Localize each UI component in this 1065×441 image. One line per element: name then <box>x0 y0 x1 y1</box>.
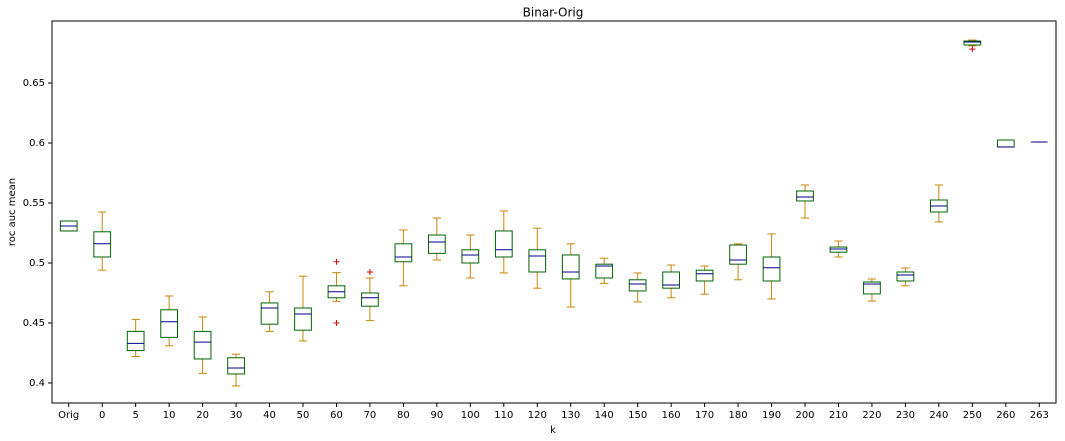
plot-frame <box>51 20 1057 404</box>
box <box>461 249 480 264</box>
box <box>729 244 747 265</box>
x-tick-label: 240 <box>929 410 948 421</box>
y-tick-label: 0.4 <box>29 378 45 389</box>
outlier <box>366 268 373 275</box>
x-tick-label: 70 <box>364 410 377 421</box>
box <box>829 246 848 253</box>
box <box>896 271 915 282</box>
box <box>494 230 513 258</box>
x-tick-label: 120 <box>528 410 547 421</box>
box <box>796 190 814 202</box>
box <box>193 330 212 360</box>
x-tick-label: 190 <box>762 410 781 421</box>
x-tick-label: Orig <box>58 410 79 421</box>
x-axis-label: k <box>550 425 556 436</box>
y-tick-label: 0.6 <box>29 138 45 149</box>
x-tick-label: 60 <box>330 410 343 421</box>
box <box>428 234 446 254</box>
box <box>126 330 145 352</box>
x-tick-label: 250 <box>963 410 982 421</box>
x-tick-label: 30 <box>230 410 243 421</box>
x-tick-label: 110 <box>494 410 513 421</box>
x-tick-label: 20 <box>196 410 209 421</box>
x-tick-label: 0 <box>99 410 105 421</box>
box <box>863 281 881 295</box>
x-tick-label: 90 <box>430 410 443 421</box>
x-tick-label: 260 <box>996 410 1015 421</box>
box <box>662 271 680 289</box>
box <box>628 279 647 292</box>
box <box>93 231 112 258</box>
x-tick-label: 140 <box>595 410 614 421</box>
box <box>528 249 547 273</box>
x-tick-label: 230 <box>896 410 915 421</box>
outlier <box>969 46 976 53</box>
x-tick-label: 220 <box>862 410 881 421</box>
x-tick-label: 263 <box>1030 410 1049 421</box>
y-axis-label: roc auc mean <box>7 178 18 246</box>
box <box>394 243 413 263</box>
chart-title: Binar-Orig <box>523 6 584 20</box>
x-tick-label: 50 <box>297 410 310 421</box>
x-tick-label: 200 <box>795 410 814 421</box>
x-tick-label: 100 <box>461 410 480 421</box>
x-tick-label: 40 <box>263 410 276 421</box>
x-tick-label: 210 <box>829 410 848 421</box>
y-tick-label: 0.5 <box>29 258 45 269</box>
outlier <box>333 319 340 326</box>
x-tick-label: 180 <box>729 410 748 421</box>
y-tick-label: 0.45 <box>23 318 45 329</box>
box <box>260 302 279 325</box>
x-tick-label: 170 <box>695 410 714 421</box>
y-tick-label: 0.55 <box>23 198 45 209</box>
box <box>762 256 781 282</box>
x-tick-label: 80 <box>397 410 410 421</box>
box <box>294 307 312 331</box>
x-tick-label: 160 <box>662 410 681 421</box>
box <box>595 263 614 279</box>
y-tick-label: 0.65 <box>23 78 45 89</box>
x-tick-label: 150 <box>628 410 647 421</box>
box <box>695 269 714 282</box>
box <box>361 292 379 307</box>
x-tick-label: 5 <box>132 410 138 421</box>
box <box>160 309 178 338</box>
box <box>963 40 982 46</box>
box <box>561 254 580 280</box>
outlier <box>333 258 340 265</box>
x-tick-label: 10 <box>163 410 176 421</box>
x-tick-label: 130 <box>561 410 580 421</box>
box <box>227 357 245 375</box>
